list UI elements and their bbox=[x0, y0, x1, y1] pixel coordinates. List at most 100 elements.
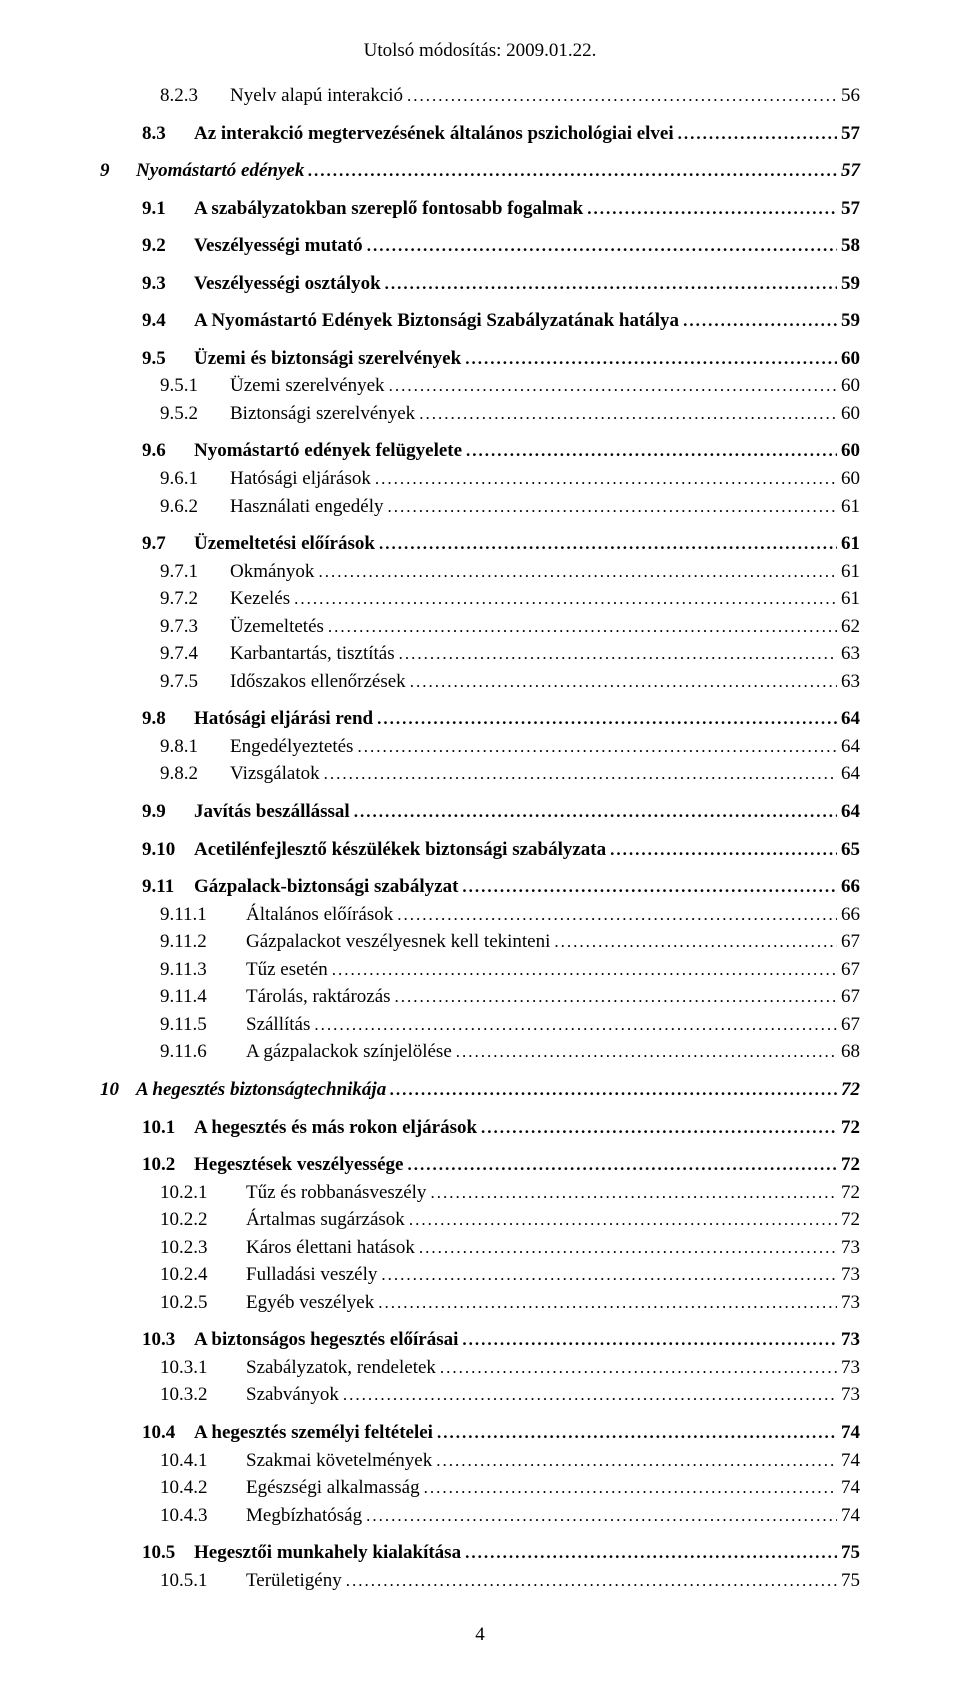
toc-entry: 10.4.3Megbízhatóság 74 bbox=[100, 1502, 860, 1530]
toc-entry-page: 67 bbox=[841, 928, 860, 956]
toc-leader-dots bbox=[343, 1381, 837, 1409]
toc-entry-title: A hegesztés személyi feltételei bbox=[194, 1419, 433, 1447]
toc-leader-dots bbox=[465, 1539, 837, 1567]
toc-leader-dots bbox=[465, 345, 837, 373]
toc-entry-title: Nyomástartó edények bbox=[136, 157, 304, 185]
toc-entry-title: Vizsgálatok bbox=[230, 760, 320, 788]
toc-entry-title: Tárolás, raktározás bbox=[246, 983, 391, 1011]
toc-entry-number: 9.7.1 bbox=[160, 558, 230, 586]
toc-entry: 9.7.3Üzemeltetés 62 bbox=[100, 613, 860, 641]
toc-entry-page: 75 bbox=[841, 1567, 860, 1595]
toc-entry-page: 66 bbox=[841, 901, 860, 929]
toc-leader-dots bbox=[409, 1206, 837, 1234]
toc-entry-title: Megbízhatóság bbox=[246, 1502, 362, 1530]
toc-entry-title: Acetilénfejlesztő készülékek biztonsági … bbox=[194, 836, 606, 864]
toc-entry-page: 60 bbox=[841, 400, 860, 428]
toc-entry-number: 9.11.2 bbox=[160, 928, 246, 956]
toc-entry-number: 10.5.1 bbox=[160, 1567, 246, 1595]
toc-entry-page: 65 bbox=[841, 836, 860, 864]
toc-leader-dots bbox=[424, 1474, 837, 1502]
toc-entry-page: 72 bbox=[841, 1076, 860, 1104]
toc-entry-title: Káros élettani hatások bbox=[246, 1234, 415, 1262]
toc-leader-dots bbox=[466, 437, 837, 465]
toc-entry-number: 9.8 bbox=[142, 705, 194, 733]
toc-entry: 10.2Hegesztések veszélyessége 72 bbox=[100, 1151, 860, 1179]
toc-entry: 9.6.1Hatósági eljárások 60 bbox=[100, 465, 860, 493]
toc-entry: 8.2.3Nyelv alapú interakció 56 bbox=[100, 82, 860, 110]
toc-entry-title: Tűz és robbanásveszély bbox=[246, 1179, 426, 1207]
toc-entry: 9.7Üzemeltetési előírások 61 bbox=[100, 530, 860, 558]
toc-entry: 9.11.2Gázpalackot veszélyesnek kell teki… bbox=[100, 928, 860, 956]
toc-entry-title: Szabályzatok, rendeletek bbox=[246, 1354, 436, 1382]
toc-entry-title: Szakmai követelmények bbox=[246, 1447, 432, 1475]
toc-entry-page: 75 bbox=[841, 1539, 860, 1567]
toc-entry-page: 64 bbox=[841, 733, 860, 761]
toc-entry-number: 10.4 bbox=[142, 1419, 194, 1447]
toc-entry-number: 9.6 bbox=[142, 437, 194, 465]
toc-leader-dots bbox=[419, 400, 837, 428]
toc-entry: 9.7.4Karbantartás, tisztítás 63 bbox=[100, 640, 860, 668]
toc-entry-page: 58 bbox=[841, 232, 860, 260]
toc-entry-page: 73 bbox=[841, 1326, 860, 1354]
toc-entry-number: 9.11.3 bbox=[160, 956, 246, 984]
toc-entry-title: Üzemeltetési előírások bbox=[194, 530, 375, 558]
toc-leader-dots bbox=[318, 558, 837, 586]
toc-entry: 10.5.1Területigény 75 bbox=[100, 1567, 860, 1595]
toc-leader-dots bbox=[683, 307, 837, 335]
toc-entry-number: 10.4.1 bbox=[160, 1447, 246, 1475]
toc-entry-number: 9.7.3 bbox=[160, 613, 230, 641]
toc-entry-page: 74 bbox=[841, 1474, 860, 1502]
toc-entry: 9.11.1Általános előírások 66 bbox=[100, 901, 860, 929]
toc-entry-number: 9.5 bbox=[142, 345, 194, 373]
toc-entry-number: 10.4.2 bbox=[160, 1474, 246, 1502]
toc-entry-number: 10.1 bbox=[142, 1114, 194, 1142]
toc-entry-title: Területigény bbox=[246, 1567, 342, 1595]
toc-entry: 9.5.2Biztonsági szerelvények 60 bbox=[100, 400, 860, 428]
toc-entry-title: Ártalmas sugárzások bbox=[246, 1206, 405, 1234]
toc-leader-dots bbox=[410, 668, 837, 696]
toc-entry-number: 9.7.2 bbox=[160, 585, 230, 613]
toc-entry: 10.4A hegesztés személyi feltételei 74 bbox=[100, 1419, 860, 1447]
toc-leader-dots bbox=[379, 530, 837, 558]
table-of-contents: 8.2.3Nyelv alapú interakció 568.3Az inte… bbox=[100, 82, 860, 1594]
toc-leader-dots bbox=[481, 1114, 837, 1142]
toc-entry-number: 8.3 bbox=[142, 120, 194, 148]
toc-entry-page: 72 bbox=[841, 1151, 860, 1179]
toc-leader-dots bbox=[610, 836, 837, 864]
toc-entry: 10.2.4Fulladási veszély 73 bbox=[100, 1261, 860, 1289]
toc-entry-number: 10.3 bbox=[142, 1326, 194, 1354]
toc-entry-page: 73 bbox=[841, 1381, 860, 1409]
toc-entry-title: Gázpalackot veszélyesnek kell tekinteni bbox=[246, 928, 550, 956]
toc-entry-title: Általános előírások bbox=[246, 901, 393, 929]
toc-entry-title: Javítás beszállással bbox=[194, 798, 350, 826]
toc-entry-number: 9.7.5 bbox=[160, 668, 230, 696]
toc-entry: 9.7.1Okmányok 61 bbox=[100, 558, 860, 586]
toc-entry-title: Egészségi alkalmasság bbox=[246, 1474, 420, 1502]
toc-entry-page: 64 bbox=[841, 705, 860, 733]
toc-entry-page: 72 bbox=[841, 1114, 860, 1142]
toc-leader-dots bbox=[678, 120, 837, 148]
toc-entry-page: 60 bbox=[841, 372, 860, 400]
toc-entry-number: 9.11.5 bbox=[160, 1011, 246, 1039]
toc-leader-dots bbox=[397, 901, 837, 929]
toc-entry-page: 60 bbox=[841, 465, 860, 493]
page-header: Utolsó módosítás: 2009.01.22. bbox=[100, 40, 860, 62]
toc-entry: 10.3.1Szabályzatok, rendeletek 73 bbox=[100, 1354, 860, 1382]
toc-leader-dots bbox=[437, 1419, 837, 1447]
toc-entry-title: Használati engedély bbox=[230, 493, 384, 521]
toc-entry-number: 9.3 bbox=[142, 270, 194, 298]
toc-entry-title: A Nyomástartó Edények Biztonsági Szabály… bbox=[194, 307, 679, 335]
toc-entry-number: 10.3.1 bbox=[160, 1354, 246, 1382]
toc-entry-title: Szállítás bbox=[246, 1011, 310, 1039]
toc-leader-dots bbox=[377, 705, 837, 733]
toc-entry-page: 60 bbox=[841, 437, 860, 465]
toc-entry-title: Gázpalack-biztonsági szabályzat bbox=[194, 873, 458, 901]
toc-entry-page: 61 bbox=[841, 558, 860, 586]
toc-leader-dots bbox=[388, 493, 837, 521]
toc-entry-number: 8.2.3 bbox=[160, 82, 230, 110]
toc-leader-dots bbox=[587, 195, 837, 223]
toc-entry-number: 10.3.2 bbox=[160, 1381, 246, 1409]
toc-entry-title: Hatósági eljárások bbox=[230, 465, 371, 493]
toc-entry-page: 63 bbox=[841, 640, 860, 668]
toc-entry: 9.11.4Tárolás, raktározás 67 bbox=[100, 983, 860, 1011]
